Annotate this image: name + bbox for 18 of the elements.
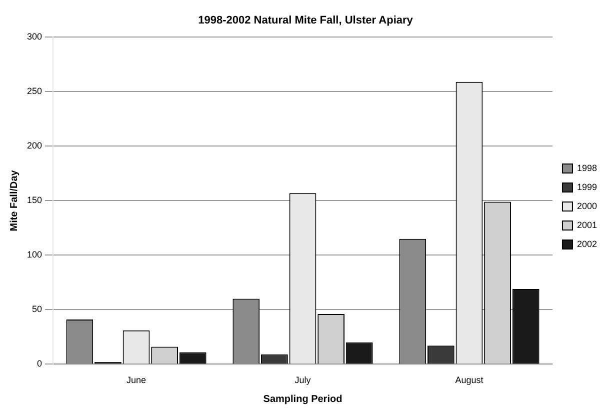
y-tick-label: 250 <box>26 86 42 96</box>
legend-label: 1998 <box>576 162 598 173</box>
legend-label: 2001 <box>576 220 598 230</box>
x-axis-title: Sampling Period <box>263 394 342 405</box>
x-tick-label: August <box>455 375 484 386</box>
y-tick-label: 50 <box>32 304 42 314</box>
y-tick-label: 0 <box>37 358 42 369</box>
legend-label: 1999 <box>576 182 598 192</box>
chart-title: 1998-2002 Natural Mite Fall, Ulster Apiary <box>198 14 414 27</box>
y-axis-title: Mite Fall/Day <box>8 170 20 232</box>
legend-label: 2002 <box>576 238 598 249</box>
y-tick-label: 150 <box>26 195 42 206</box>
x-tick-label: July <box>294 375 312 386</box>
y-tick-label: 100 <box>26 250 42 260</box>
x-tick-label: June <box>126 375 146 386</box>
y-tick-label: 200 <box>26 140 42 151</box>
legend-label: 2000 <box>576 200 598 211</box>
y-tick-label: 300 <box>26 32 42 42</box>
